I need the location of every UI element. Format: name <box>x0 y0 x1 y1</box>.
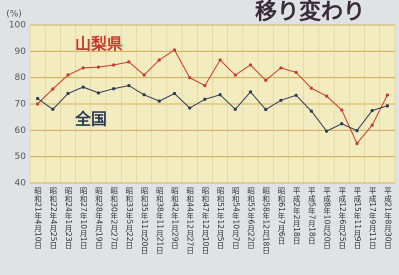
data-point <box>51 87 54 90</box>
data-point <box>371 109 374 112</box>
x-tick-label: 平成5年7月18日 <box>307 187 316 246</box>
y-tick-label: 100 <box>9 21 26 31</box>
y-tick-label: 60 <box>15 126 27 136</box>
data-point <box>264 79 267 82</box>
x-tick-label: 平成21年8月30日 <box>383 187 392 251</box>
x-tick-label: 昭和21年4月10日 <box>33 187 42 251</box>
x-tick-label: 昭和55年6月22日 <box>246 187 255 251</box>
data-point <box>386 104 389 107</box>
data-point <box>203 98 206 101</box>
x-tick-label: 平成12年6月25日 <box>338 187 347 251</box>
x-tick-label: 平成2年2月18日 <box>292 187 301 246</box>
x-tick-label: 昭和33年5月22日 <box>125 187 134 251</box>
x-tick-label: 昭和22年4月25日 <box>49 187 58 251</box>
data-point <box>249 90 252 93</box>
x-tick-label: 平成17年9月11日 <box>368 187 377 251</box>
data-point <box>188 106 191 109</box>
data-point <box>219 58 222 61</box>
x-tick-label: 平成8年10月20日 <box>322 187 331 251</box>
data-point <box>112 63 115 66</box>
data-point <box>142 73 145 76</box>
data-point <box>386 93 389 96</box>
data-point <box>340 122 343 125</box>
data-point <box>173 48 176 51</box>
data-point <box>51 108 54 111</box>
x-tick-label: 昭和61年7月6日 <box>277 187 286 246</box>
data-point <box>188 76 191 79</box>
data-point <box>249 63 252 66</box>
x-tick-label: 昭和44年12月27日 <box>185 187 194 255</box>
data-point <box>234 73 237 76</box>
x-tick-label: 昭和27年10月1日 <box>79 187 88 251</box>
data-point <box>325 95 328 98</box>
data-point <box>142 93 145 96</box>
data-point <box>97 91 100 94</box>
data-point <box>158 58 161 61</box>
data-point <box>36 97 39 100</box>
data-point <box>127 84 130 87</box>
y-tick-label: 90 <box>15 47 27 57</box>
x-tick-label: 昭和35年11月20日 <box>140 187 149 255</box>
data-point <box>66 73 69 76</box>
data-point <box>355 142 358 145</box>
x-tick-label: 昭和24年1月23日 <box>64 187 73 251</box>
data-point <box>340 108 343 111</box>
data-point <box>158 100 161 103</box>
data-point <box>264 108 267 111</box>
data-point <box>36 102 39 105</box>
chart-title: 移り変わり <box>255 0 365 25</box>
data-point <box>295 71 298 74</box>
data-point <box>97 66 100 69</box>
data-point <box>325 130 328 133</box>
x-tick-label: 昭和38年11月21日 <box>155 187 164 255</box>
data-point <box>66 92 69 95</box>
page: {"chart_data": { "type": "line", "title"… <box>0 0 399 275</box>
data-point <box>219 93 222 96</box>
data-point <box>279 99 282 102</box>
x-tick-label: 昭和42年1月29日 <box>170 187 179 251</box>
data-point <box>203 84 206 87</box>
data-point <box>295 94 298 97</box>
y-tick-label: 50 <box>15 152 27 162</box>
y-tick-label: 40 <box>15 179 27 189</box>
x-tick-label: 昭和54年10月7日 <box>231 187 240 251</box>
x-tick-label: 昭和58年12月18日 <box>262 187 271 255</box>
data-point <box>82 66 85 69</box>
x-tick-label: 昭和51年12月5日 <box>216 187 225 251</box>
data-point <box>355 129 358 132</box>
data-point <box>127 60 130 63</box>
data-point <box>371 123 374 126</box>
data-point <box>234 108 237 111</box>
x-tick-label: 昭和47年12月10日 <box>201 187 210 255</box>
y-axis-label: (%) <box>6 10 22 20</box>
x-tick-label: 昭和30年2月27日 <box>109 187 118 251</box>
y-tick-label: 70 <box>15 100 27 110</box>
data-point <box>112 87 115 90</box>
legend-label: 山梨県 <box>75 35 123 54</box>
y-tick-label: 80 <box>15 73 27 83</box>
x-tick-label: 昭和28年4月19日 <box>94 187 103 251</box>
data-point <box>82 86 85 89</box>
legend-label: 全国 <box>74 110 107 129</box>
data-point <box>310 87 313 90</box>
data-point <box>310 110 313 113</box>
chart: 移り変わり (%) 山梨県 全国 40 50 60 70 80 90 100 昭和21年4月1… <box>0 0 399 275</box>
data-point <box>173 92 176 95</box>
data-point <box>279 66 282 69</box>
x-tick-label: 平成15年11月9日 <box>353 187 362 251</box>
